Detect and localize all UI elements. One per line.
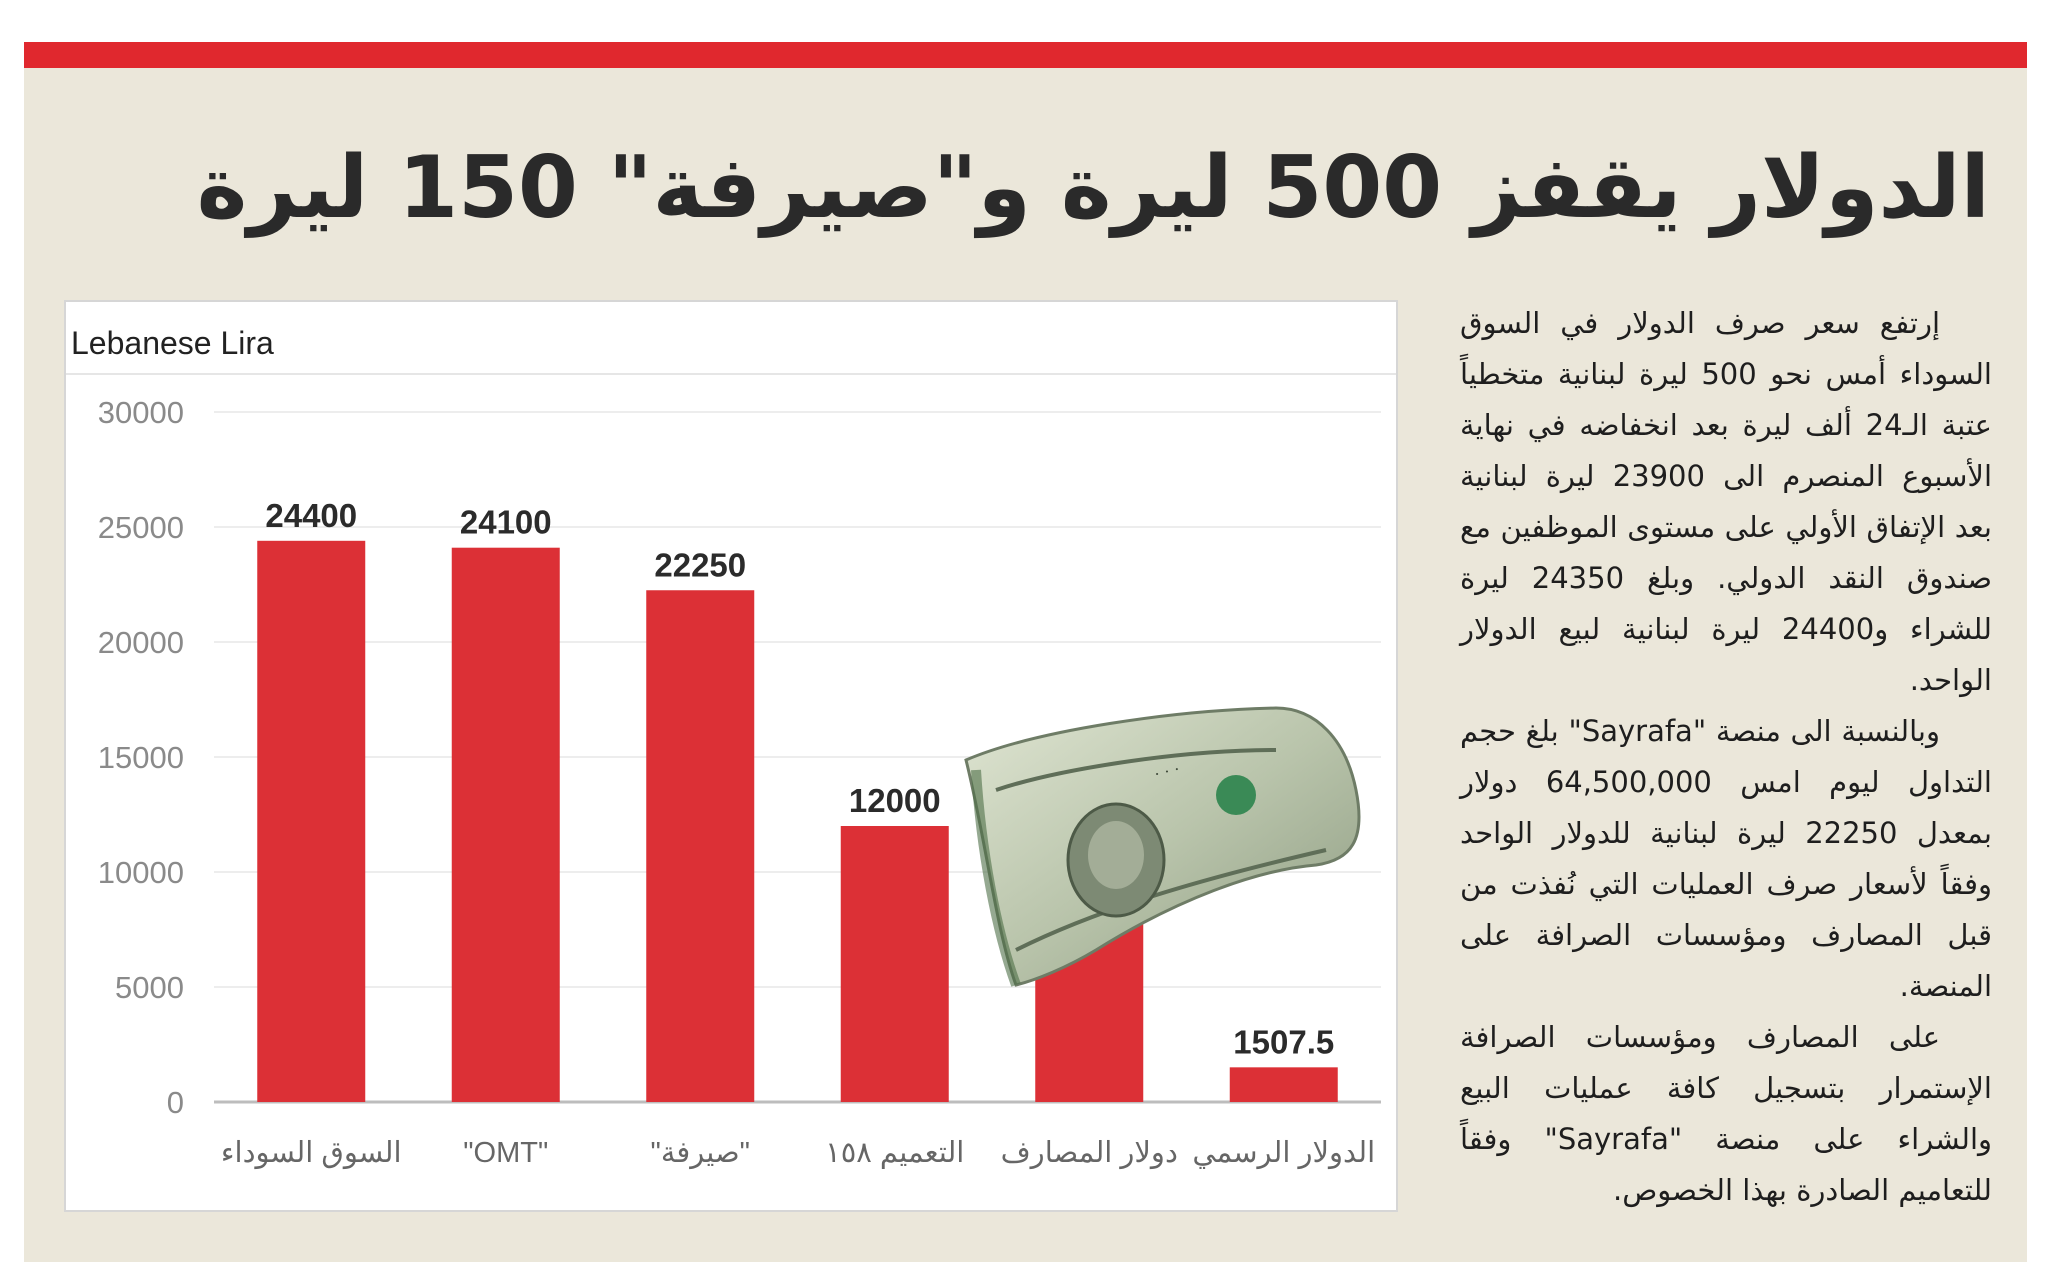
dollar-bill-icon: · · ·: [964, 706, 1361, 987]
headline: الدولار يقفز 500 ليرة و"صيرفة" 150 ليرة: [196, 138, 1990, 238]
y-tick-label: 20000: [98, 625, 184, 660]
x-tick-label: التعميم ١٥٨: [825, 1137, 964, 1169]
chart-title: Lebanese Lira: [71, 325, 274, 361]
data-label: 12000: [849, 782, 941, 819]
x-tick-label: دولار المصارف: [1001, 1137, 1178, 1170]
bar: [840, 826, 949, 1102]
y-tick-label: 0: [167, 1085, 184, 1120]
bar: [257, 540, 366, 1102]
bar: [1229, 1067, 1338, 1102]
bar: [646, 590, 755, 1102]
data-label: 24400: [265, 497, 357, 534]
x-tick-label: السوق السوداء: [221, 1137, 402, 1170]
x-tick-label: "OMT": [463, 1137, 548, 1169]
data-label: 24100: [460, 504, 552, 541]
y-tick-label: 25000: [98, 510, 184, 545]
x-tick-label: "صيرفة": [651, 1137, 750, 1170]
article-paragraph: وبالنسبة الى منصة "Sayrafa" بلغ حجم التد…: [1460, 714, 1992, 1003]
x-tick-label: الدولار الرسمي: [1192, 1137, 1375, 1170]
y-tick-label: 5000: [115, 970, 184, 1005]
bar: [451, 547, 560, 1102]
y-tick-label: 15000: [98, 740, 184, 775]
top-accent-bar: [24, 42, 2027, 68]
data-label: 1507.5: [1233, 1023, 1334, 1060]
article-paragraph: إرتفع سعر صرف الدولار في السوق السوداء أ…: [1460, 306, 1993, 697]
bar-chart: Lebanese Lira 0 5000 10000 15000 20000 25000 3…: [64, 300, 1398, 1212]
y-tick-label: 30000: [98, 395, 184, 430]
article-paragraph: على المصارف ومؤسسات الصرافة الإستمرار بت…: [1460, 1020, 1993, 1207]
y-tick-label: 10000: [98, 855, 184, 890]
data-label: 22250: [654, 546, 746, 583]
article-body: إرتفع سعر صرف الدولار في السوق السوداء أ…: [1460, 298, 1992, 1216]
